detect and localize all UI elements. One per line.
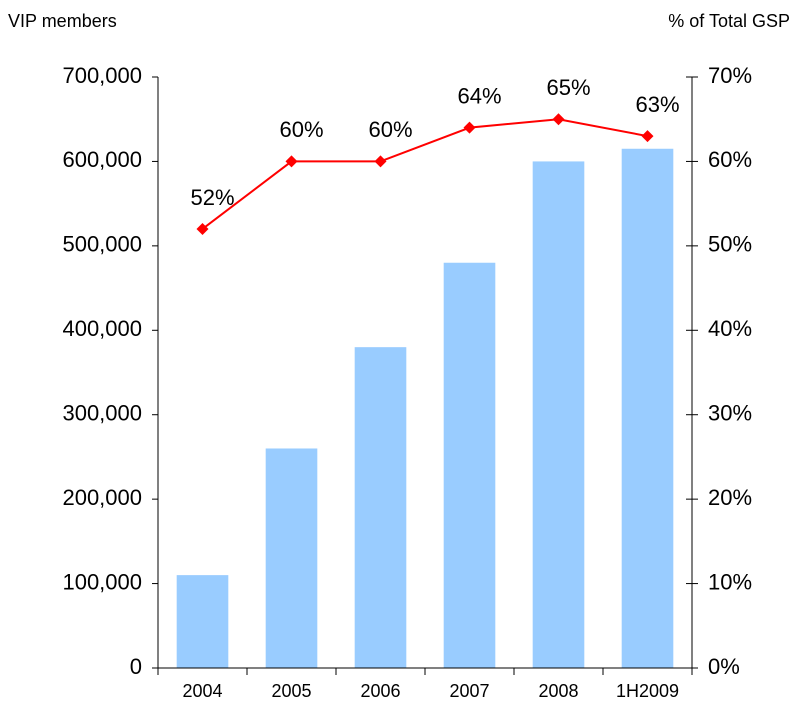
data-label: 63%: [635, 92, 679, 117]
line-marker: [374, 155, 387, 168]
x-tick-label: 2005: [271, 681, 311, 701]
y2-tick-label: 20%: [708, 485, 752, 510]
x-tick-label: 1H2009: [616, 681, 679, 701]
y-tick-label: 200,000: [62, 485, 142, 510]
y2-tick-label: 60%: [708, 147, 752, 172]
line-marker: [285, 155, 298, 168]
bar: [621, 148, 674, 668]
line: [201, 118, 648, 230]
data-label: 60%: [368, 117, 412, 142]
y2-tick-label: 30%: [708, 401, 752, 426]
data-label: 60%: [279, 117, 323, 142]
y-tick-label: 600,000: [62, 147, 142, 172]
data-label: 65%: [546, 75, 590, 100]
line-marker: [463, 121, 476, 134]
x-tick-label: 2007: [449, 681, 489, 701]
bar: [176, 575, 229, 668]
line-marker: [196, 222, 209, 235]
y2-tick-label: 40%: [708, 316, 752, 341]
bar: [354, 347, 407, 668]
y-tick-label: 400,000: [62, 316, 142, 341]
y2-axis-title: % of Total GSP: [668, 11, 790, 31]
y2-tick-label: 70%: [708, 63, 752, 88]
bar: [265, 448, 318, 668]
data-label: 52%: [190, 185, 234, 210]
data-label: 64%: [457, 83, 501, 108]
bar: [532, 161, 585, 668]
line-marker: [552, 113, 565, 126]
y-tick-label: 300,000: [62, 401, 142, 426]
y-tick-label: 700,000: [62, 63, 142, 88]
y-tick-label: 0: [130, 654, 142, 679]
y-tick-label: 100,000: [62, 569, 142, 594]
line-marker: [641, 130, 654, 143]
y2-tick-label: 50%: [708, 232, 752, 257]
x-tick-label: 2008: [538, 681, 578, 701]
y-axis-title: VIP members: [8, 11, 117, 31]
y2-tick-label: 10%: [708, 569, 752, 594]
y2-tick-label: 0%: [708, 654, 740, 679]
x-tick-label: 2006: [360, 681, 400, 701]
bar: [443, 262, 496, 668]
x-tick-label: 2004: [182, 681, 222, 701]
y-tick-label: 500,000: [62, 232, 142, 257]
